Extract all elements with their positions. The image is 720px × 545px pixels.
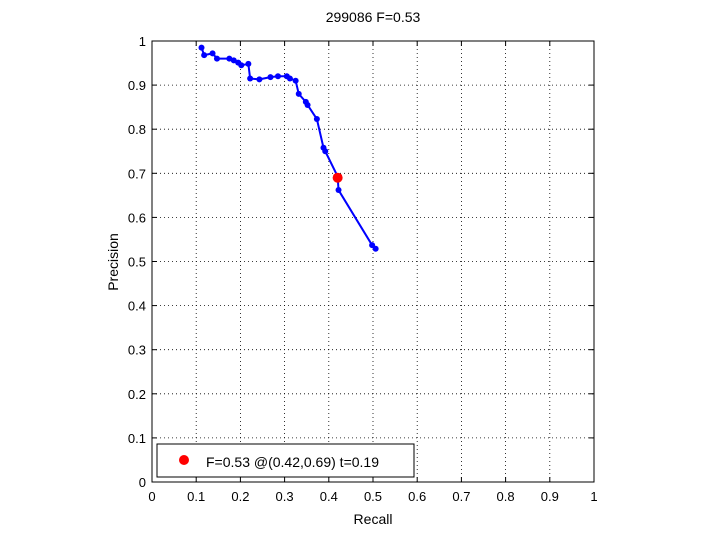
pr-curve-point (292, 77, 299, 84)
pr-curve-point (304, 101, 311, 108)
x-tick-label: 0.3 (276, 489, 294, 504)
chart-title: 299086 F=0.53 (326, 9, 421, 25)
pr-curve-point (313, 116, 320, 123)
pr-curve-point (230, 57, 237, 64)
x-tick-label: 0.4 (320, 489, 338, 504)
pr-curve-point (198, 44, 205, 51)
y-tick-label: 0.6 (128, 210, 146, 225)
y-tick-label: 0.3 (128, 343, 146, 358)
y-tick-label: 0.1 (128, 431, 146, 446)
pr-curve-point (238, 62, 245, 69)
pr-curve-point (322, 148, 329, 155)
x-axis-label: Recall (354, 511, 393, 527)
x-tick-label: 0.2 (231, 489, 249, 504)
y-axis-ticks: 0 0.1 0.2 0.3 0.4 0.5 0.6 0.7 0.8 0.9 1 (128, 34, 594, 490)
y-tick-label: 0 (139, 475, 146, 490)
x-tick-label: 1 (590, 489, 597, 504)
y-tick-label: 0.9 (128, 78, 146, 93)
y-tick-label: 0.2 (128, 387, 146, 402)
x-tick-label: 0.7 (452, 489, 470, 504)
x-tick-label: 0.5 (364, 489, 382, 504)
legend-label: F=0.53 @(0.42,0.69) t=0.19 (206, 454, 379, 470)
pr-curve-point (209, 50, 216, 57)
y-tick-label: 1 (139, 34, 146, 49)
pr-curve-point (295, 90, 302, 97)
pr-curve-point (213, 55, 220, 62)
legend: F=0.53 @(0.42,0.69) t=0.19 (156, 443, 415, 478)
pr-curve-point (247, 75, 254, 82)
series-layer (198, 44, 379, 252)
y-tick-label: 0.5 (128, 255, 146, 270)
pr-curve-point (274, 73, 281, 80)
pr-curve-point (267, 74, 274, 81)
x-tick-label: 0.8 (497, 489, 515, 504)
y-axis-label: Precision (105, 233, 121, 291)
pr-curve-point (245, 60, 252, 67)
pr-curve-point (335, 187, 342, 194)
y-tick-label: 0.7 (128, 166, 146, 181)
pr-curve-point (372, 245, 379, 252)
grid (152, 41, 594, 482)
x-tick-label: 0.9 (541, 489, 559, 504)
x-tick-label: 0.1 (187, 489, 205, 504)
legend-box (156, 443, 415, 478)
legend-marker (179, 455, 189, 465)
y-tick-label: 0.8 (128, 122, 146, 137)
plot-border (151, 40, 595, 483)
pr-curve-point (201, 52, 208, 59)
x-tick-label: 0 (148, 489, 155, 504)
y-tick-label: 0.4 (128, 299, 146, 314)
pr-curve-point (286, 75, 293, 82)
highlight-layer (332, 172, 343, 183)
best-f-point (332, 172, 343, 183)
pr-curve-point (256, 76, 263, 83)
x-tick-label: 0.6 (408, 489, 426, 504)
